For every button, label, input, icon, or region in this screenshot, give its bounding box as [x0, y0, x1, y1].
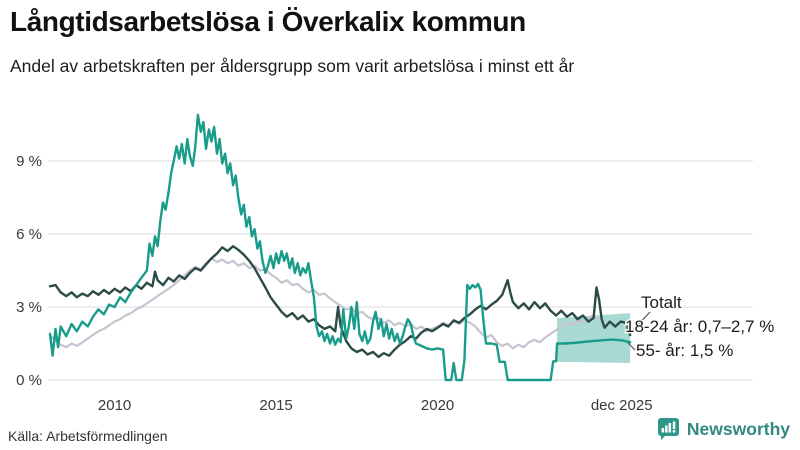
x-tick-label: 2020 [421, 397, 454, 414]
x-tick-label: 2015 [259, 397, 292, 414]
x-tick-label: dec 2025 [591, 397, 653, 414]
y-tick-label: 0 % [16, 372, 42, 389]
annotation-label: Totalt [641, 293, 682, 312]
series-line-18-24-r [48, 113, 632, 382]
y-tick-label: 9 % [16, 153, 42, 170]
page-title: Långtidsarbetslösa i Överkalix kommun [10, 6, 526, 37]
series-line-totalt [48, 244, 632, 359]
y-tick-label: 6 % [16, 226, 42, 243]
source-note: Källa: Arbetsförmedlingen [8, 428, 168, 444]
annotation-label: 55- år: 1,5 % [636, 341, 733, 360]
y-tick-label: 3 % [16, 299, 42, 316]
annotation-label: 18-24 år: 0,7–2,7 % [625, 317, 774, 336]
newsworthy-logo[interactable]: Newsworthy [657, 417, 790, 441]
series-line-55-r [48, 257, 603, 350]
x-tick-label: 2010 [98, 397, 131, 414]
page-subtitle: Andel av arbetskraften per åldersgrupp s… [10, 56, 575, 76]
leader-line [629, 311, 651, 334]
uncertainty-band [557, 313, 631, 363]
newsworthy-wordmark: Newsworthy [686, 418, 790, 439]
leader-line [627, 342, 636, 351]
newsworthy-icon [657, 418, 679, 440]
